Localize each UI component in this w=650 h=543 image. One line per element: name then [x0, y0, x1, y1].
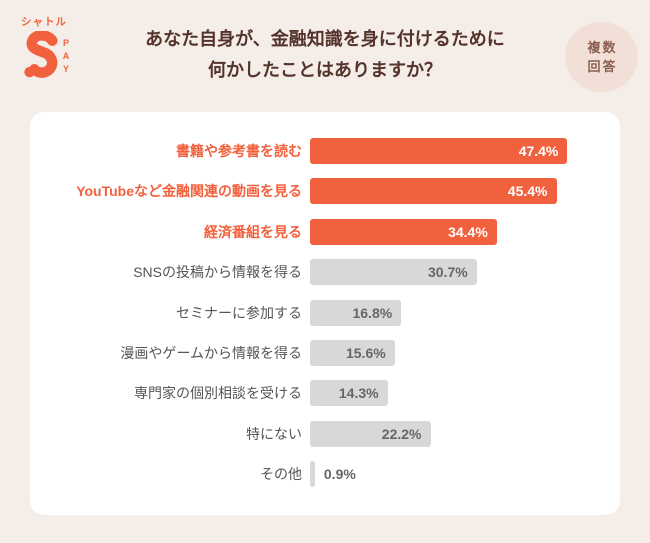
- bar: 45.4%: [310, 178, 557, 205]
- bar-track: 14.3%: [310, 380, 620, 407]
- value-label: 14.3%: [338, 385, 379, 402]
- value-label: 22.2%: [381, 425, 422, 442]
- category-label: 特にない: [246, 425, 302, 442]
- chart-row: YouTubeなど金融関連の動画を見る 45.4%: [30, 178, 620, 205]
- bar-track: 30.7%: [310, 259, 620, 286]
- bar-track: 22.2%: [310, 420, 620, 447]
- chart-row: 経済番組を見る 34.4%: [30, 218, 620, 245]
- multiple-answers-badge: 複数 回答: [565, 22, 638, 92]
- chart-row: セミナーに参加する 16.8%: [30, 299, 620, 326]
- chart-row: 専門家の個別相談を受ける 14.3%: [30, 380, 620, 407]
- bar-track: 15.6%: [310, 339, 620, 366]
- bar: 30.7%: [310, 259, 477, 286]
- value-label: 15.6%: [345, 344, 386, 361]
- category-label: YouTubeなど金融関連の動画を見る: [76, 183, 302, 200]
- bar: 15.6%: [310, 339, 395, 366]
- category-label: その他: [260, 466, 302, 482]
- chart-row: 書籍や参考書を読む 47.4%: [30, 138, 620, 164]
- bar: 47.4%: [310, 138, 568, 164]
- bar: 34.4%: [310, 218, 497, 245]
- bar: 22.2%: [310, 420, 431, 447]
- bar-track: 0.9%: [310, 461, 620, 487]
- header: シャトル PAY あなた自身が、金融知識を身に付けるために 何かしたことはありま…: [0, 0, 650, 112]
- value-label: 47.4%: [518, 143, 559, 159]
- logo-pay-text: PAY: [61, 38, 71, 77]
- bar-track: 34.4%: [310, 218, 620, 245]
- bar: 14.3%: [310, 380, 388, 407]
- chart-card: 書籍や参考書を読む 47.4% YouTubeなど金融関連の動画を見る 45.4% 経済…: [30, 112, 620, 515]
- category-label: 書籍や参考書を読む: [176, 143, 302, 159]
- category-label: 専門家の個別相談を受ける: [134, 385, 302, 402]
- chart-row: その他 0.9%: [30, 461, 620, 487]
- chart-row: 漫画やゲームから情報を得る 15.6%: [30, 339, 620, 366]
- value-label: 16.8%: [352, 304, 393, 321]
- category-label: セミナーに参加する: [176, 304, 302, 321]
- value-label: 0.9%: [323, 466, 356, 482]
- value-label: 30.7%: [427, 264, 468, 281]
- bar: 16.8%: [310, 299, 402, 326]
- chart-title-line1: あなた自身が、金融知識を身に付けるために: [145, 29, 505, 49]
- bar-track: 47.4%: [310, 138, 620, 164]
- chart-row: 特にない 22.2%: [30, 420, 620, 447]
- value-label: 34.4%: [448, 223, 488, 240]
- bar: [310, 461, 315, 487]
- badge-line1: 複数: [587, 39, 618, 55]
- badge-line2: 回答: [587, 59, 618, 74]
- category-label: SNSの投稿から情報を得る: [133, 264, 302, 281]
- logo-katakana-text: シャトル: [21, 16, 67, 28]
- shuttle-pay-s-mark-icon: [24, 31, 58, 78]
- logo-mark-row: PAY: [21, 31, 71, 79]
- category-label: 漫画やゲームから情報を得る: [120, 344, 302, 361]
- category-label: 経済番組を見る: [204, 223, 302, 240]
- shuttle-pay-logo: シャトル PAY: [21, 14, 71, 79]
- bar-track: 45.4%: [310, 178, 620, 205]
- bar-track: 16.8%: [310, 299, 620, 326]
- chart-title-line2: 何かしたことはありますか？: [208, 59, 442, 80]
- value-label: 45.4%: [507, 183, 548, 200]
- chart-title: あなた自身が、金融知識を身に付けるために 何かしたことはありますか？: [105, 24, 545, 86]
- chart-row: SNSの投稿から情報を得る 30.7%: [30, 259, 620, 286]
